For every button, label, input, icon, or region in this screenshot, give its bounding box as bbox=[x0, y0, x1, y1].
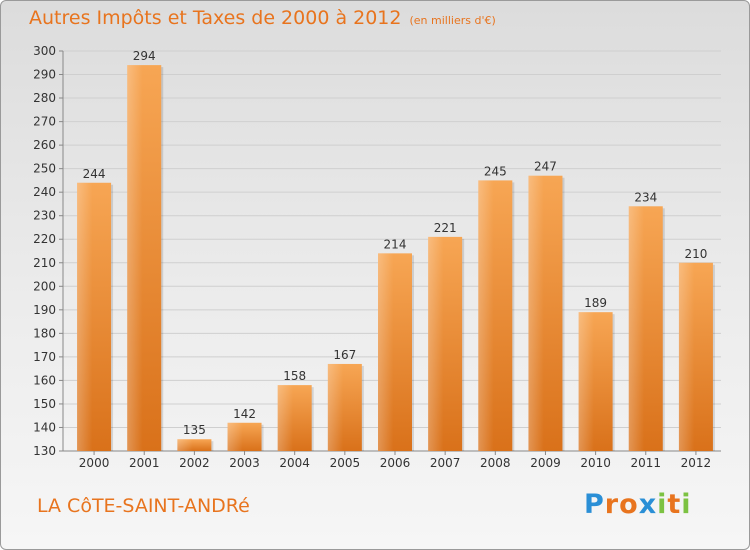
logo-letter: i bbox=[657, 489, 668, 520]
x-tick-label: 2007 bbox=[430, 456, 461, 470]
bar-2002 bbox=[177, 439, 212, 451]
y-tick-label: 180 bbox=[33, 326, 56, 340]
x-tick-label: 2012 bbox=[681, 456, 712, 470]
bar-highlight bbox=[628, 206, 645, 451]
bar-highlight bbox=[528, 175, 544, 452]
y-tick-label: 300 bbox=[33, 44, 56, 58]
chart-unit: (en milliers d'€) bbox=[409, 14, 496, 27]
y-tick-label: 210 bbox=[33, 256, 56, 270]
data-label: 221 bbox=[434, 221, 457, 235]
y-tick-label: 250 bbox=[33, 162, 56, 176]
data-label: 294 bbox=[133, 49, 156, 63]
bar-highlight bbox=[227, 422, 243, 451]
y-tick-label: 290 bbox=[33, 68, 56, 82]
y-tick-label: 230 bbox=[33, 209, 56, 223]
logo-letter: t bbox=[667, 489, 682, 520]
y-tick-label: 160 bbox=[33, 373, 56, 387]
x-tick-label: 2005 bbox=[330, 456, 361, 470]
bar-highlight bbox=[678, 262, 695, 451]
data-label: 135 bbox=[183, 423, 206, 437]
bar-highlight bbox=[478, 180, 494, 452]
y-tick-label: 150 bbox=[33, 397, 56, 411]
bar-highlight bbox=[177, 439, 193, 451]
y-tick-label: 170 bbox=[33, 350, 56, 364]
labels-layer: 130 140 150 160 170 180 190 200 210 220 230 240 250 2… bbox=[33, 44, 711, 470]
logo-letter: r bbox=[604, 489, 620, 520]
y-tick-label: 130 bbox=[33, 444, 56, 458]
x-tick-label: 2006 bbox=[380, 456, 411, 470]
y-tick-label: 220 bbox=[33, 232, 56, 246]
bar-highlight bbox=[428, 236, 444, 451]
data-label: 245 bbox=[484, 164, 507, 178]
data-label: 158 bbox=[283, 369, 306, 383]
y-tick-label: 260 bbox=[33, 138, 56, 152]
data-label: 142 bbox=[233, 407, 256, 421]
data-label: 189 bbox=[584, 296, 607, 310]
x-tick-label: 2008 bbox=[480, 456, 511, 470]
bars-layer bbox=[77, 65, 715, 452]
x-tick-label: 2004 bbox=[279, 456, 310, 470]
x-tick-label: 2010 bbox=[580, 456, 611, 470]
commune-name: LA CôTE-SAINT-ANDRé bbox=[37, 495, 250, 517]
x-tick-label: 2000 bbox=[79, 456, 110, 470]
y-tick-label: 190 bbox=[33, 303, 56, 317]
x-tick-label: 2001 bbox=[129, 456, 160, 470]
data-label: 214 bbox=[384, 237, 407, 251]
y-tick-label: 280 bbox=[33, 91, 56, 105]
chart-title: Autres Impôts et Taxes de 2000 à 2012 (en… bbox=[29, 7, 496, 29]
y-tick-label: 140 bbox=[33, 420, 56, 434]
data-label: 247 bbox=[534, 160, 557, 174]
bar-highlight bbox=[378, 253, 394, 451]
logo-letter: P bbox=[584, 489, 605, 520]
bar-highlight bbox=[277, 385, 293, 451]
x-tick-label: 2011 bbox=[630, 456, 661, 470]
data-label: 167 bbox=[333, 348, 356, 362]
bar-highlight bbox=[578, 312, 594, 451]
y-tick-label: 200 bbox=[33, 279, 56, 293]
x-tick-label: 2009 bbox=[530, 456, 561, 470]
data-label: 234 bbox=[634, 190, 657, 204]
x-tick-label: 2003 bbox=[229, 456, 260, 470]
logo-letter: i bbox=[681, 489, 692, 520]
x-tick-label: 2002 bbox=[179, 456, 210, 470]
logo-letter: x bbox=[638, 489, 658, 520]
proxiti-logo: Proxiti bbox=[584, 489, 692, 520]
data-label: 244 bbox=[83, 167, 106, 181]
chart-title-text: Autres Impôts et Taxes de 2000 à 2012 bbox=[29, 7, 402, 29]
data-label: 210 bbox=[684, 247, 707, 261]
logo-letter: o bbox=[619, 489, 639, 520]
bar-highlight bbox=[327, 363, 344, 451]
y-tick-label: 270 bbox=[33, 115, 56, 129]
bar-highlight bbox=[127, 65, 143, 451]
y-tick-label: 240 bbox=[33, 185, 56, 199]
bar-highlight bbox=[77, 182, 93, 451]
